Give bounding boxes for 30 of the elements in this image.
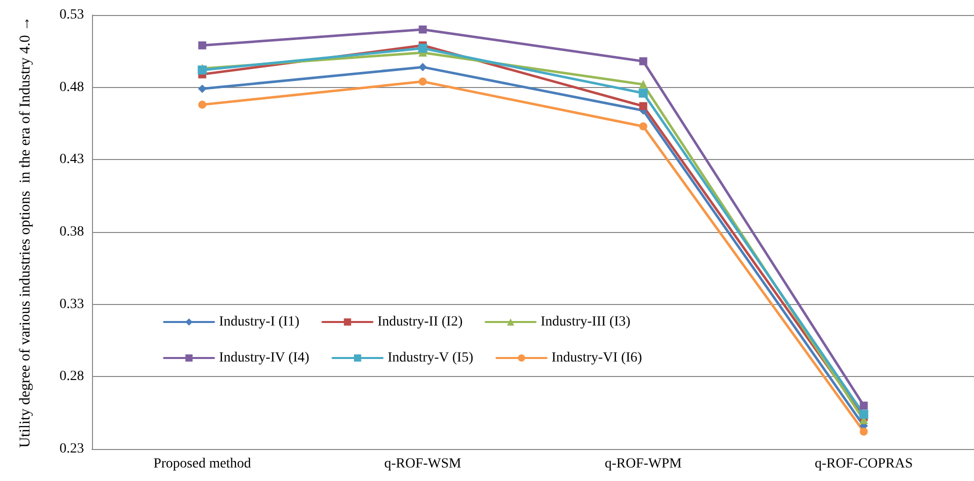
point [639,57,648,66]
legend-label: Industry-III (I3) [540,314,631,330]
y-tick-label: 0.28 [60,369,84,384]
y-axis-title: Utility degree of various industries options in the era of Industry 4.0 → [18,16,34,448]
x-tick-label: q-ROF-COPRAS [814,456,913,472]
point [418,25,427,34]
point [639,122,648,130]
legend-label: Industry-IV (I4) [219,350,310,366]
point [860,428,868,436]
y-tick-label: 0.23 [60,442,84,456]
point [639,102,648,110]
point [418,63,427,72]
y-tick-label: 0.43 [60,152,84,168]
point [418,78,427,86]
point [639,80,648,88]
y-tick-label: 0.53 [60,8,84,22]
point [198,84,206,93]
legend-label: Industry-V (I5) [388,350,474,366]
legend-label: Industry-VI (I6) [552,350,642,366]
x-tick-label: Proposed method [153,456,252,472]
y-tick-label: 0.33 [60,296,84,312]
legend-label: Industry-I (I1) [219,314,300,330]
legend-label: Industry-II (I2) [377,314,463,330]
point [198,100,206,109]
x-tick-label: q-ROF-WPM [604,456,682,472]
point [198,41,206,50]
y-tick-label: 0.48 [60,80,84,95]
y-tick-label: 0.38 [60,224,84,240]
point [860,402,868,410]
x-tick-label: q-ROF-WSM [384,456,462,472]
